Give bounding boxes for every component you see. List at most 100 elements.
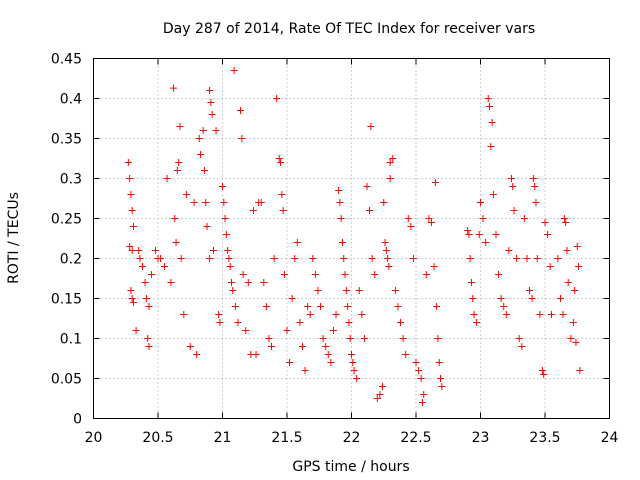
data-point	[349, 359, 357, 366]
data-point	[479, 215, 487, 222]
data-point	[296, 319, 304, 326]
data-point	[286, 359, 294, 366]
data-point	[438, 383, 446, 390]
data-point	[319, 335, 327, 342]
data-point	[355, 287, 363, 294]
data-point	[203, 223, 211, 230]
data-point	[129, 223, 137, 230]
data-point	[344, 303, 352, 310]
x-tick-label: 21.5	[271, 430, 302, 446]
y-tick-label: 0.05	[51, 372, 82, 388]
data-point	[486, 103, 494, 110]
data-point	[465, 231, 473, 238]
data-point	[371, 271, 379, 278]
data-point	[127, 287, 135, 294]
data-point	[469, 295, 477, 302]
data-point	[225, 255, 233, 262]
x-tick-label: 20.5	[142, 430, 173, 446]
x-tick-label: 23	[472, 430, 490, 446]
data-point	[337, 215, 345, 222]
data-point	[386, 159, 394, 166]
data-point	[484, 95, 492, 102]
data-point	[279, 207, 287, 214]
x-tick-label: 21	[214, 430, 232, 446]
y-tick-label: 0.4	[60, 92, 82, 108]
data-point	[226, 263, 234, 270]
data-point	[151, 247, 159, 254]
data-point	[257, 199, 265, 206]
data-point	[381, 239, 389, 246]
data-point	[373, 395, 381, 402]
data-point	[301, 367, 309, 374]
data-point	[141, 279, 149, 286]
data-point	[197, 151, 205, 158]
data-point	[142, 295, 150, 302]
data-point	[575, 263, 583, 270]
data-point	[497, 295, 505, 302]
data-point	[380, 199, 388, 206]
data-point	[532, 199, 540, 206]
data-point	[384, 255, 392, 262]
data-point	[293, 239, 301, 246]
data-point	[554, 255, 562, 262]
data-point	[228, 279, 236, 286]
data-point	[473, 319, 481, 326]
data-point	[505, 247, 513, 254]
data-point	[464, 227, 472, 234]
data-point	[128, 247, 136, 254]
y-tick-label: 0	[73, 412, 82, 428]
data-point	[268, 343, 276, 350]
data-point	[186, 343, 194, 350]
data-point	[500, 303, 508, 310]
data-point	[230, 67, 238, 74]
data-point	[482, 239, 490, 246]
data-point	[470, 311, 478, 318]
data-point	[175, 159, 183, 166]
data-point	[348, 351, 355, 358]
data-point	[231, 303, 239, 310]
data-point	[190, 199, 198, 206]
axis-ticks: 0 0.05 0.1 0.15 0.2 0.25 0.3 0.35 0.4 0.45 20 20.5 2…	[51, 52, 619, 447]
data-point	[260, 279, 268, 286]
data-point	[129, 299, 137, 306]
data-point	[329, 327, 337, 334]
data-point	[199, 127, 207, 134]
y-tick-label: 0.3	[60, 172, 82, 188]
data-point	[169, 84, 177, 92]
data-point	[220, 199, 228, 206]
data-point	[239, 271, 247, 278]
data-point	[431, 179, 439, 186]
data-point	[434, 335, 442, 342]
data-point	[212, 127, 220, 134]
data-point	[180, 311, 188, 318]
data-point	[576, 367, 584, 374]
data-point	[507, 175, 515, 182]
data-point	[547, 311, 555, 318]
data-point	[177, 255, 185, 262]
data-point	[136, 255, 144, 262]
data-point	[238, 135, 246, 142]
data-point	[172, 239, 180, 246]
data-point	[515, 335, 523, 342]
data-point	[475, 231, 483, 238]
x-axis-label: GPS time / hours	[292, 459, 409, 475]
data-point	[171, 215, 179, 222]
y-tick-label: 0.25	[51, 212, 82, 228]
data-point	[200, 167, 208, 174]
data-point	[389, 155, 397, 162]
data-point	[363, 183, 371, 190]
data-point	[529, 175, 537, 182]
data-point	[526, 287, 534, 294]
data-point	[176, 123, 184, 130]
data-point	[417, 375, 425, 382]
data-point	[487, 143, 495, 150]
data-point	[397, 319, 405, 326]
data-point	[278, 191, 286, 198]
data-point	[322, 343, 330, 350]
data-point	[262, 303, 270, 310]
data-point	[132, 327, 140, 334]
data-point	[386, 175, 394, 182]
data-point	[341, 271, 349, 278]
data-point	[332, 311, 340, 318]
